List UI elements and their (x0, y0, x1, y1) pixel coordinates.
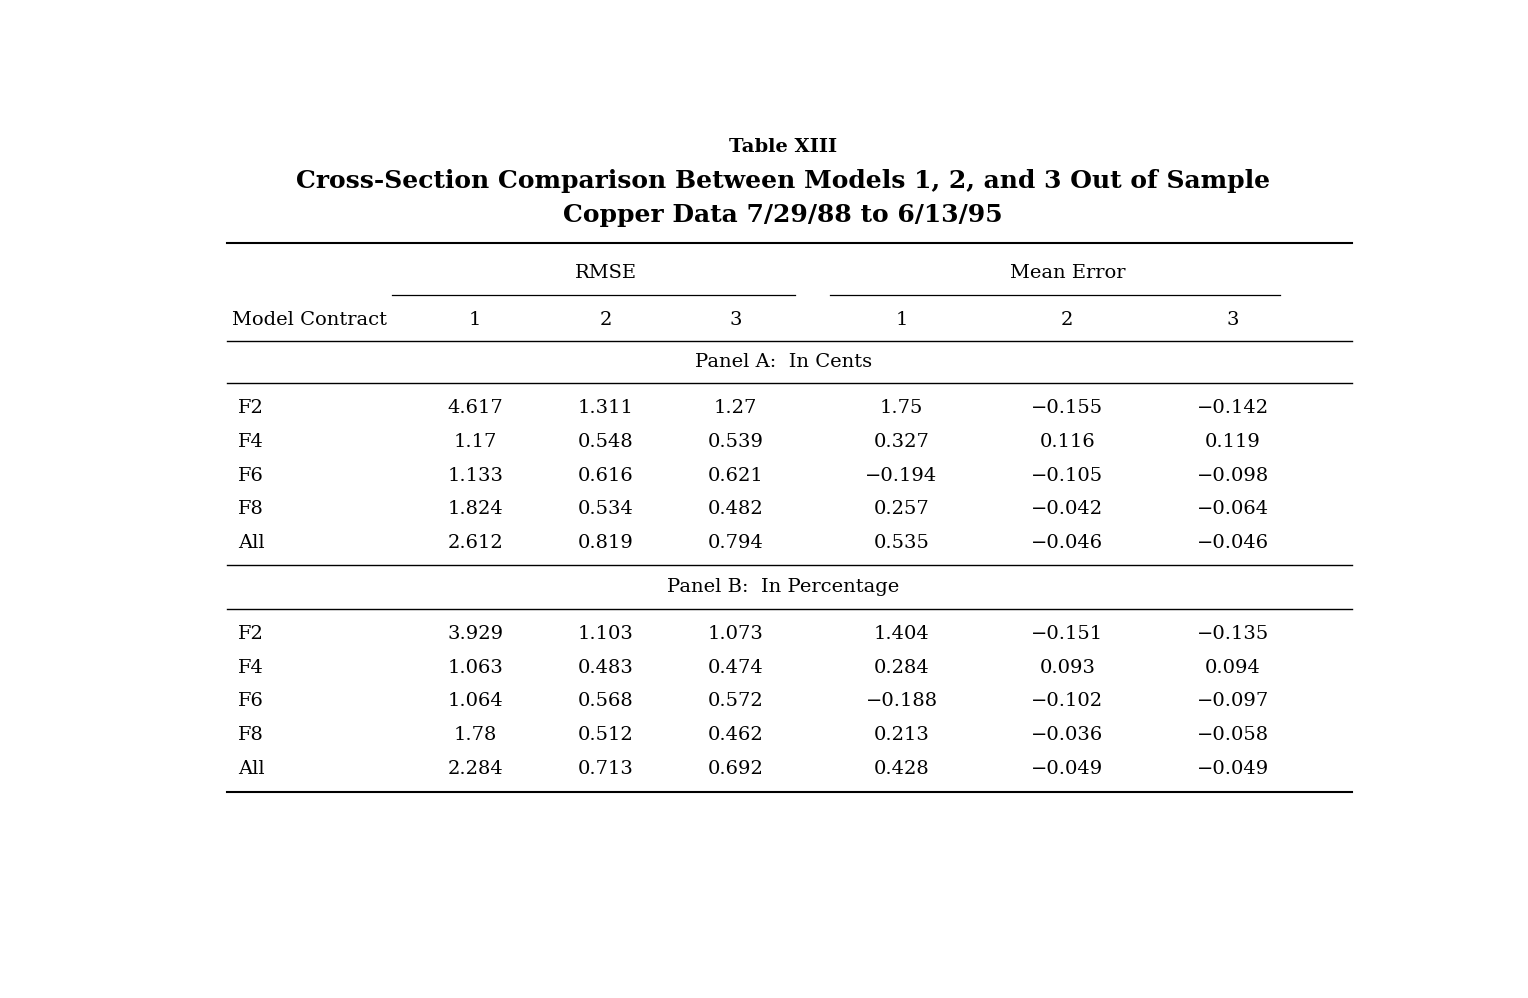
Text: 0.794: 0.794 (707, 534, 764, 552)
Text: 1.824: 1.824 (448, 500, 503, 518)
Text: −0.151: −0.151 (1031, 625, 1103, 643)
Text: F6: F6 (238, 693, 264, 711)
Text: 0.713: 0.713 (578, 760, 634, 778)
Text: 1.073: 1.073 (707, 625, 764, 643)
Text: 0.692: 0.692 (707, 760, 764, 778)
Text: 2.284: 2.284 (448, 760, 503, 778)
Text: F6: F6 (238, 466, 264, 485)
Text: 0.428: 0.428 (874, 760, 929, 778)
Text: 0.474: 0.474 (707, 659, 764, 677)
Text: −0.155: −0.155 (1031, 399, 1103, 417)
Text: Table XIII: Table XIII (729, 138, 837, 156)
Text: 0.213: 0.213 (874, 727, 929, 745)
Text: F2: F2 (238, 399, 264, 417)
Text: 0.535: 0.535 (874, 534, 929, 552)
Text: 0.539: 0.539 (707, 433, 764, 451)
Text: −0.098: −0.098 (1196, 466, 1270, 485)
Text: F4: F4 (238, 433, 264, 451)
Text: 3.929: 3.929 (448, 625, 503, 643)
Text: −0.194: −0.194 (865, 466, 938, 485)
Text: 1.133: 1.133 (448, 466, 503, 485)
Text: 1.17: 1.17 (454, 433, 497, 451)
Text: 0.094: 0.094 (1206, 659, 1261, 677)
Text: 0.284: 0.284 (874, 659, 929, 677)
Text: Mean Error: Mean Error (1010, 264, 1125, 282)
Text: F4: F4 (238, 659, 264, 677)
Text: 0.462: 0.462 (707, 727, 764, 745)
Text: 3: 3 (729, 310, 743, 328)
Text: All: All (238, 760, 264, 778)
Text: 0.116: 0.116 (1039, 433, 1096, 451)
Text: −0.102: −0.102 (1031, 693, 1103, 711)
Text: All: All (238, 534, 264, 552)
Text: F2: F2 (238, 625, 264, 643)
Text: 0.616: 0.616 (578, 466, 633, 485)
Text: 0.819: 0.819 (578, 534, 634, 552)
Text: −0.042: −0.042 (1031, 500, 1103, 518)
Text: F8: F8 (238, 727, 264, 745)
Text: 0.568: 0.568 (578, 693, 633, 711)
Text: −0.097: −0.097 (1196, 693, 1270, 711)
Text: 0.572: 0.572 (707, 693, 764, 711)
Text: RMSE: RMSE (575, 264, 637, 282)
Text: 2: 2 (599, 310, 611, 328)
Text: Cross-Section Comparison Between Models 1, 2, and 3 Out of Sample: Cross-Section Comparison Between Models … (296, 170, 1270, 194)
Text: Panel A:  In Cents: Panel A: In Cents (695, 353, 871, 371)
Text: 1.064: 1.064 (448, 693, 503, 711)
Text: 1: 1 (895, 310, 908, 328)
Text: −0.105: −0.105 (1031, 466, 1103, 485)
Text: −0.135: −0.135 (1196, 625, 1270, 643)
Text: 0.548: 0.548 (578, 433, 633, 451)
Text: 1.75: 1.75 (880, 399, 923, 417)
Text: 0.483: 0.483 (578, 659, 634, 677)
Text: 1.404: 1.404 (874, 625, 929, 643)
Text: −0.046: −0.046 (1031, 534, 1103, 552)
Text: 0.119: 0.119 (1206, 433, 1261, 451)
Text: −0.142: −0.142 (1196, 399, 1270, 417)
Text: 0.534: 0.534 (578, 500, 634, 518)
Text: 1: 1 (469, 310, 481, 328)
Text: 3: 3 (1227, 310, 1239, 328)
Text: Copper Data 7/29/88 to 6/13/95: Copper Data 7/29/88 to 6/13/95 (564, 203, 1002, 228)
Text: 0.093: 0.093 (1039, 659, 1096, 677)
Text: 1.063: 1.063 (448, 659, 503, 677)
Text: −0.058: −0.058 (1196, 727, 1270, 745)
Text: 4.617: 4.617 (448, 399, 503, 417)
Text: 2.612: 2.612 (448, 534, 503, 552)
Text: 1.27: 1.27 (714, 399, 758, 417)
Text: 1.78: 1.78 (454, 727, 497, 745)
Text: 0.327: 0.327 (874, 433, 929, 451)
Text: 0.482: 0.482 (707, 500, 764, 518)
Text: F8: F8 (238, 500, 264, 518)
Text: 0.621: 0.621 (707, 466, 764, 485)
Text: 0.257: 0.257 (874, 500, 929, 518)
Text: 0.512: 0.512 (578, 727, 633, 745)
Text: −0.188: −0.188 (865, 693, 938, 711)
Text: Panel B:  In Percentage: Panel B: In Percentage (668, 578, 898, 596)
Text: −0.046: −0.046 (1196, 534, 1270, 552)
Text: −0.049: −0.049 (1031, 760, 1103, 778)
Text: 1.311: 1.311 (578, 399, 634, 417)
Text: −0.036: −0.036 (1031, 727, 1103, 745)
Text: −0.049: −0.049 (1196, 760, 1270, 778)
Text: Model Contract: Model Contract (232, 310, 388, 328)
Text: −0.064: −0.064 (1196, 500, 1270, 518)
Text: 1.103: 1.103 (578, 625, 634, 643)
Text: 2: 2 (1060, 310, 1074, 328)
